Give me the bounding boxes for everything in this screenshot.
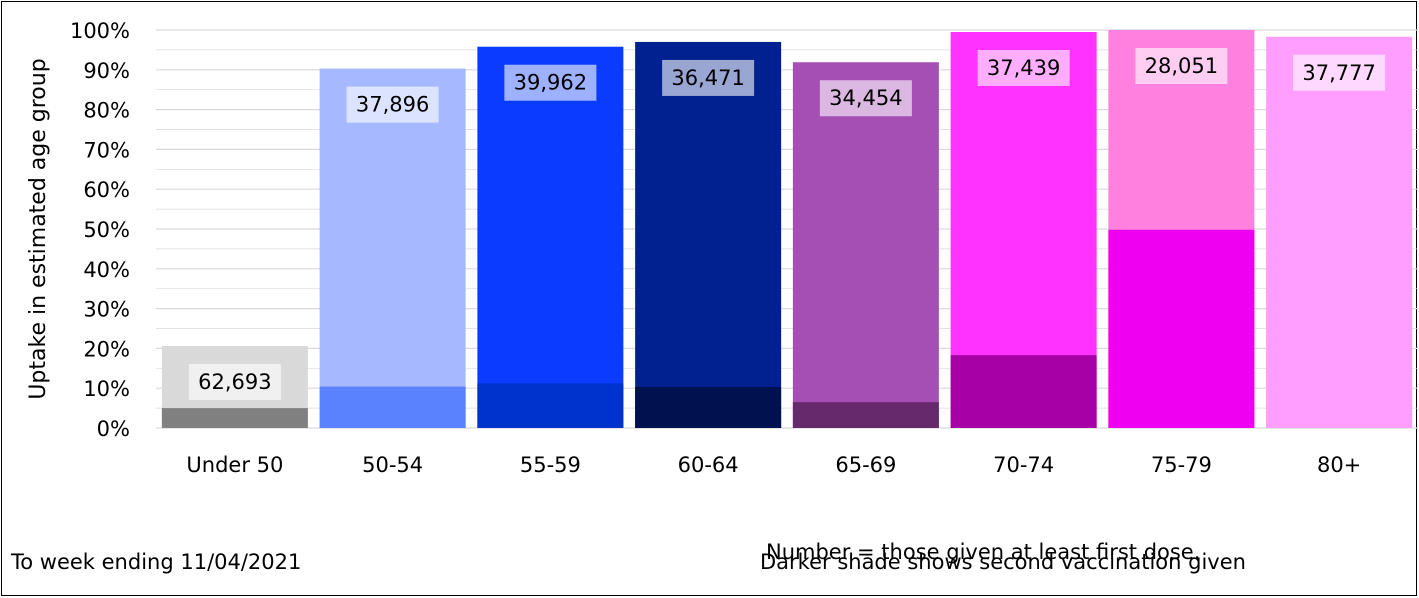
y-tick-label: 80% — [83, 99, 130, 123]
y-tick-label: 60% — [83, 178, 130, 202]
dose-count-note: Number = those given at least first dose… — [766, 540, 1201, 564]
bar-second-dose — [950, 355, 1097, 428]
bar-second-dose — [635, 387, 782, 428]
data-label: 28,051 — [1145, 54, 1218, 78]
y-tick-label: 50% — [83, 218, 130, 242]
y-axis-ticks: 0% 10% 20% 30% 40% 50% 60% 70% 80% 90% 100% — [70, 19, 130, 441]
data-label: 37,439 — [987, 56, 1060, 80]
data-label: 37,896 — [356, 93, 429, 117]
data-label-box — [977, 49, 1070, 86]
y-tick-label: 40% — [83, 258, 130, 282]
shade-note: Darker shade shows second vaccination gi… — [760, 550, 1246, 574]
bar-first-dose — [319, 68, 466, 428]
data-label-box — [1293, 54, 1386, 91]
x-category-label: 60-64 — [678, 453, 739, 477]
bar-second-dose — [1266, 108, 1413, 428]
data-label-box — [188, 364, 281, 401]
bar-second-dose — [161, 408, 308, 428]
data-label: 37,777 — [1302, 61, 1375, 85]
x-category-label: 50-54 — [362, 453, 423, 477]
data-label: 39,962 — [514, 71, 587, 95]
data-label-box — [819, 80, 912, 117]
x-axis-categories: Under 50 50-54 55-59 60-64 65-69 70-74 75-79 80… — [186, 453, 1361, 477]
x-category-label: 65-69 — [835, 453, 896, 477]
bar-second-dose — [477, 383, 624, 428]
x-category-label: 80+ — [1317, 453, 1361, 477]
y-tick-label: 10% — [83, 377, 130, 401]
bar-first-dose — [635, 41, 782, 428]
bar-first-dose — [477, 46, 624, 428]
y-tick-label: 70% — [83, 138, 130, 162]
bar-second-dose — [792, 402, 939, 428]
y-axis-label: Uptake in estimated age group — [26, 58, 51, 399]
bar-second-dose — [1108, 229, 1255, 428]
data-label-box — [346, 86, 439, 123]
y-tick-label: 30% — [83, 298, 130, 322]
data-label-box — [1135, 48, 1228, 84]
y-tick-label: 0% — [97, 417, 130, 441]
bar-first-dose — [792, 62, 939, 428]
data-label-box — [504, 64, 597, 101]
data-label-box — [662, 59, 755, 96]
bars: 62,693 37,896 39,962 36,471 34,454 37,439 28,0… — [161, 30, 1413, 429]
y-tick-label: 100% — [70, 19, 130, 43]
x-category-label: 70-74 — [993, 453, 1054, 477]
x-category-label: 75-79 — [1151, 453, 1212, 477]
bar-second-dose — [319, 386, 466, 428]
y-tick-label: 90% — [83, 59, 130, 83]
x-category-label: Under 50 — [186, 453, 283, 477]
week-ending-note: To week ending 11/04/2021 — [11, 550, 302, 574]
data-label: 62,693 — [198, 370, 271, 394]
data-label: 34,454 — [829, 86, 902, 110]
y-tick-label: 20% — [83, 337, 130, 361]
x-category-label: 55-59 — [520, 453, 581, 477]
data-label: 36,471 — [671, 66, 744, 90]
